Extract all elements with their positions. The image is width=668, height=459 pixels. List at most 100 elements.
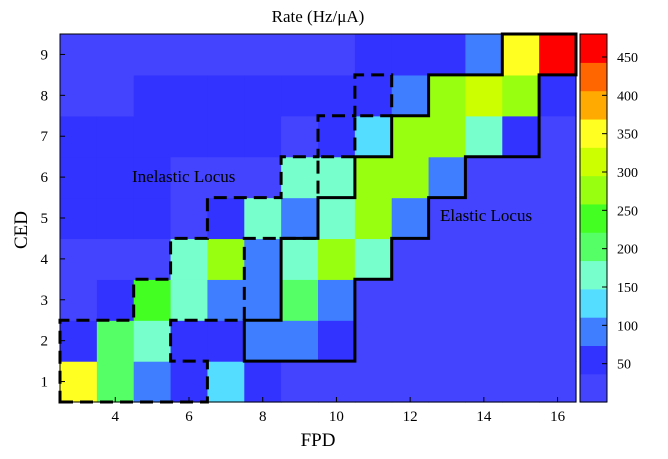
colorbar-tick-label: 100 [617,319,638,334]
heatmap-cell [60,320,98,362]
inelastic-locus-outline [58,73,394,404]
y-tick-label: 3 [41,293,49,309]
colorbar-frame [579,33,608,403]
heatmap-cell [170,197,209,240]
x-tick-label: 12 [403,409,418,425]
colorbar-segment [580,260,607,290]
colorbar-segment [580,288,607,318]
x-tick-label: 16 [550,409,566,425]
y-tick-label: 1 [41,375,49,391]
heatmap-cell [502,320,540,362]
heatmap-cell [133,320,172,362]
heatmap-cell [207,320,245,362]
heatmap-cell [391,320,430,362]
heatmap-cell [244,156,282,199]
heatmap-cell [428,34,467,76]
heatmap-cell [96,74,135,117]
heatmap-cell [391,238,430,280]
heatmap-cell [207,74,245,117]
heatmap-cell [539,115,577,158]
colorbar-segment [580,232,607,262]
heatmap-cell [391,156,430,199]
colorbar-segment [580,345,607,375]
colorbar-segment [580,62,607,92]
x-axis-ticks: 4 6 8 10 12 14 16 [112,397,566,425]
x-axis-label: FPD [301,430,336,451]
colorbar-tick-label: 350 [617,128,638,143]
heatmap-cell [391,197,430,240]
heatmap-cell [539,197,577,240]
heatmap-cell [207,361,245,403]
heatmap-cell [391,361,430,403]
heatmap-cell [465,320,503,362]
heatmap-cell [60,34,98,76]
heatmap-cell [318,320,356,362]
colorbar-segment [580,373,607,403]
heatmap-cell [465,156,503,199]
heatmap-cell [170,115,209,158]
x-tick-label: 10 [329,409,344,425]
heatmap-cell [391,279,430,321]
locus-outlines [58,32,578,404]
heatmap-cell [60,238,98,280]
heatmap-cell [539,238,577,280]
heatmap-cell [354,279,393,321]
heatmap-cell [354,34,393,76]
heatmap-cell [96,279,135,321]
heatmap-cell [318,74,356,117]
colorbar-segment [580,175,607,205]
heatmap-cell [354,156,393,199]
y-tick-label: 5 [41,211,49,227]
heatmap-cell [318,279,356,321]
heatmap-cell [354,320,393,362]
colorbar-segment [580,34,607,63]
heatmap-cell [539,34,577,76]
heatmap-cell [354,115,393,158]
heatmap-cell [502,279,540,321]
heatmap-cell [244,238,282,280]
heatmap-cell [207,279,245,321]
heatmap-cell [502,34,540,76]
heatmap-cell [96,361,135,403]
colorbar-tick-label: 150 [617,281,638,296]
x-tick-label: 14 [476,409,492,425]
heatmap-cell [428,279,467,321]
heatmap-cell [60,197,98,240]
heatmap-cell [281,156,319,199]
heatmap-cell [465,74,503,117]
heatmap-cell [318,197,356,240]
heatmap-cell [281,361,319,403]
y-tick-label: 7 [41,129,49,145]
heatmap-cell [60,279,98,321]
heatmap-cell [244,197,282,240]
heatmap-cell [428,238,467,280]
heatmap-cell [318,115,356,158]
heatmap-cell [318,156,356,199]
colorbar-segment [580,147,607,177]
heatmap-cell [281,238,319,280]
heatmap-cell [354,361,393,403]
colorbar: 50 100 150 200 250 300 350 400 450 [579,33,638,403]
heatmap-cell [170,238,209,280]
y-axis-ticks: 1 2 3 4 5 6 7 8 9 [41,47,65,391]
y-tick-label: 6 [41,170,49,186]
y-tick-label: 9 [41,47,49,63]
heatmap-cell [60,74,98,117]
heatmap-cell [465,238,503,280]
heatmap-cell [428,320,467,362]
heatmap-cell [133,279,172,321]
heatmap-cell [96,238,135,280]
heatmap-cells [60,34,577,403]
heatmap-cell [60,361,98,403]
heatmap-cell [465,361,503,403]
heatmap-cell [170,361,209,403]
heatmap-cell [170,279,209,321]
heatmap-cell [354,197,393,240]
heatmap-cell [133,156,172,199]
inelastic-locus-label: Inelastic Locus [132,167,235,186]
heatmap-cell [170,156,209,199]
heatmap-cell [539,74,577,117]
heatmap-cell [502,156,540,199]
heatmap-cell [428,197,467,240]
